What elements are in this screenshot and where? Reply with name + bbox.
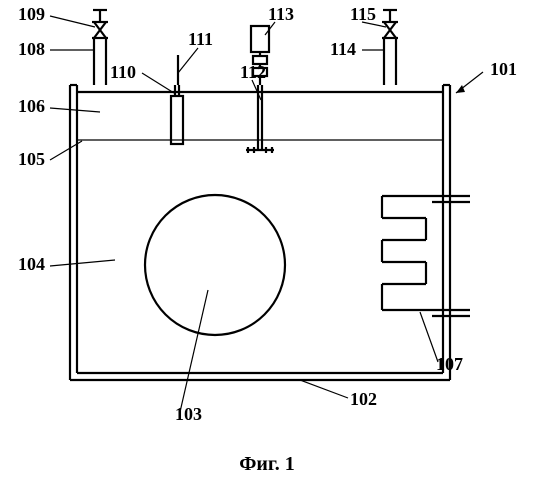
label-101: 101 <box>490 59 517 79</box>
label-113: 113 <box>268 4 294 24</box>
label-109: 109 <box>18 4 45 24</box>
coil-107 <box>382 196 470 316</box>
label-108: 108 <box>18 39 45 59</box>
leader-102 <box>300 380 348 398</box>
leader-104 <box>50 260 115 266</box>
label-104: 104 <box>18 254 45 274</box>
label-106: 106 <box>18 96 45 116</box>
label-110: 110 <box>110 62 136 82</box>
arrow-101 <box>456 72 483 93</box>
leader-110 <box>142 73 174 93</box>
leader-103 <box>180 290 208 412</box>
circle-103 <box>145 195 285 335</box>
port-108-109 <box>92 10 108 85</box>
leader-106 <box>50 108 100 112</box>
label-115: 115 <box>350 4 376 24</box>
leader-109 <box>50 16 95 27</box>
label-102: 102 <box>350 389 377 409</box>
stirrer-112-113 <box>246 26 274 153</box>
leader-111 <box>178 48 198 73</box>
label-114: 114 <box>330 39 356 59</box>
label-107: 107 <box>436 354 463 374</box>
label-112: 112 <box>240 62 266 82</box>
port-114-115 <box>382 10 398 85</box>
label-111: 111 <box>188 29 213 49</box>
figure-caption: Фиг. 1 <box>239 453 295 475</box>
label-103: 103 <box>175 404 202 424</box>
label-105: 105 <box>18 149 45 169</box>
technical-figure: 101 102 103 104 105 106 107 108 109 110 111 112 113 1… <box>0 0 534 500</box>
